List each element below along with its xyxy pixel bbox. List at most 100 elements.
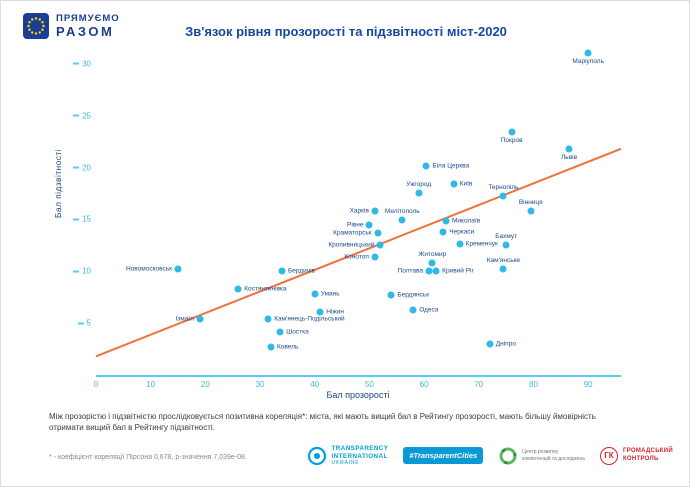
scatter-point	[502, 241, 510, 249]
partner-logos: TRANSPARENCY INTERNATIONAL UKRAINE #Tran…	[307, 445, 673, 466]
gk-logo-text: ГРОМАДСЬКИЙ КОНТРОЛЬ	[623, 448, 673, 463]
scatter-point-label: Львів	[561, 153, 578, 161]
gk-mark-icon: ГК	[599, 446, 618, 465]
scatter-point-label: Київ	[459, 180, 473, 188]
scatter-point-label: Харків	[349, 207, 369, 215]
scatter-point	[439, 228, 447, 236]
scatter-point-label: Кропивницький	[328, 241, 375, 249]
y-tick-mark	[73, 62, 80, 65]
y-tick-mark	[73, 166, 80, 169]
scatter-point	[278, 267, 286, 275]
scatter-point-label: Покров	[500, 137, 523, 145]
y-tick-label: 10	[73, 267, 91, 276]
scatter-point	[267, 343, 275, 351]
scatter-point-label: Мелітополь	[384, 208, 420, 216]
scatter-point-label: Бахмут	[495, 233, 518, 241]
scatter-point	[371, 253, 379, 261]
x-tick-label: 60	[419, 380, 429, 389]
x-tick-label: 70	[474, 380, 484, 389]
scatter-point	[234, 285, 242, 293]
scatter-point	[425, 267, 433, 275]
scatter-point	[398, 216, 406, 224]
y-tick-mark	[73, 218, 80, 221]
gk-line1: ГРОМАДСЬКИЙ	[622, 448, 673, 455]
y-tick-value: 25	[82, 111, 91, 121]
green-circle-icon	[499, 447, 517, 465]
x-tick-label: 50	[364, 380, 374, 389]
scatter-point	[196, 315, 204, 323]
scatter-point-label: Дніпро	[495, 340, 516, 348]
ti-line2: INTERNATIONAL	[331, 452, 388, 460]
ti-circle-icon	[307, 446, 326, 465]
y-tick-value: 5	[86, 318, 91, 328]
scatter-point	[499, 192, 507, 199]
y-tick-value: 20	[82, 163, 91, 172]
scatter-point-label: Маріуполь	[572, 58, 604, 66]
correlation-note: Між прозорістю і підзвітністю прослідков…	[49, 412, 596, 432]
scatter-point-label: Новомосковськ	[126, 265, 173, 273]
brand-block: ПРЯМУЄМО РАЗОМ	[23, 13, 120, 39]
scatter-point-label: Миколаїв	[452, 217, 481, 225]
y-tick-label: 15	[73, 215, 91, 224]
scatter-point-label: Ужгород	[406, 181, 432, 189]
scatter-point	[415, 189, 423, 197]
x-tick-label: 20	[200, 380, 210, 389]
y-tick-label: 30	[73, 59, 91, 68]
x-tick-label: 90	[583, 380, 593, 389]
scatter-plot: 0 10 20 30 40 50 60 70 80 90 5 10 15 20 25 30 Маріуполь П…	[73, 43, 622, 389]
scatter-point-label: Рівне	[347, 221, 364, 229]
y-tick-value: 10	[82, 266, 91, 276]
gromadsky-kontrol-logo: ГК ГРОМАДСЬКИЙ КОНТРОЛЬ	[599, 446, 673, 465]
x-axis-title: Бал прозорості	[326, 390, 390, 400]
scatter-point	[527, 207, 535, 215]
scatter-point	[432, 267, 440, 275]
brand-text: ПРЯМУЄМО РАЗОМ	[56, 13, 120, 39]
trend-line	[95, 147, 622, 358]
y-tick-mark	[77, 322, 84, 325]
scatter-point	[584, 49, 592, 57]
y-axis-title: Бал підзвітності	[53, 149, 63, 219]
scatter-point	[499, 265, 507, 273]
scatter-point	[387, 291, 395, 299]
y-tick-label: 20	[73, 163, 91, 172]
transparent-cities-badge: #TransparentCities	[403, 447, 484, 465]
page-title: Зв'язок рівня прозорості та підзвітності…	[185, 24, 507, 39]
scatter-point-label: Кременчук	[465, 240, 498, 248]
scatter-point-label: Біла Церква	[432, 162, 470, 170]
scatter-point	[264, 315, 272, 323]
transparency-international-logo: TRANSPARENCY INTERNATIONAL UKRAINE	[307, 445, 389, 466]
scatter-point-label: Бердянськ	[397, 291, 430, 299]
scatter-point-label: Бердичів	[287, 267, 315, 275]
scatter-point	[428, 259, 436, 267]
scatter-point	[565, 145, 573, 153]
scatter-point	[442, 217, 450, 225]
ti-line1: TRANSPARENCY	[331, 445, 389, 452]
scatter-point-label: Одеса	[419, 306, 439, 314]
scatter-point	[508, 128, 516, 136]
x-tick-label: 10	[146, 380, 156, 389]
scatter-point-label: Полтава	[397, 267, 424, 275]
scatter-point-label: Житомир	[418, 250, 447, 258]
scatter-point	[174, 265, 182, 273]
scatter-point-label: Костянтинівка	[244, 285, 287, 293]
scatter-point	[456, 240, 464, 248]
scatter-point-label: Умань	[320, 290, 340, 298]
scatter-point	[371, 207, 379, 215]
gk-line2: КОНТРОЛЬ	[622, 455, 659, 462]
scatter-point	[409, 306, 417, 314]
scatter-point	[450, 180, 458, 188]
scatter-point-label: Ніжин	[326, 308, 344, 316]
scatter-point	[311, 290, 319, 298]
scatter-point	[316, 308, 324, 316]
scatter-point	[374, 229, 382, 237]
scatter-point	[422, 162, 430, 170]
scatter-point-label: Кам'янець-Подільський	[274, 315, 345, 323]
y-tick-value: 30	[82, 59, 91, 69]
y-tick-label: 25	[73, 111, 91, 120]
y-tick-mark	[73, 270, 80, 273]
y-tick-value: 15	[82, 214, 91, 224]
scatter-point	[486, 340, 494, 348]
ti-line3: UKRAINE	[331, 460, 360, 467]
scatter-point	[376, 241, 384, 249]
